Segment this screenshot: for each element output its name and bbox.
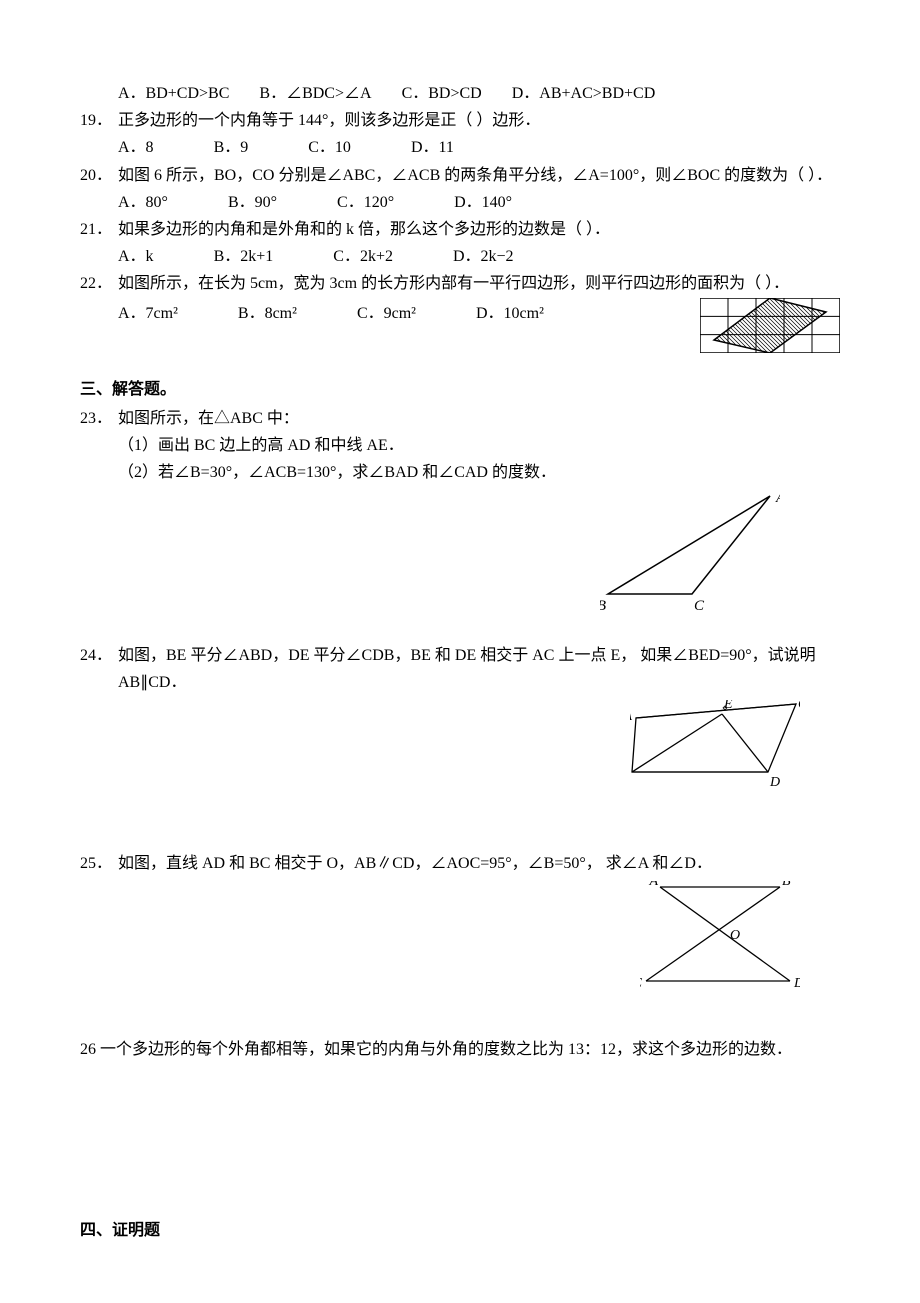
q25-figure: A B C D O bbox=[80, 881, 840, 996]
svg-text:B: B bbox=[782, 881, 791, 889]
q22: 22． 如图所示，在长为 5cm，宽为 3cm 的长方形内部有一平行四边形，则平… bbox=[80, 270, 840, 297]
q19: 19． 正多边形的一个内角等于 144°，则该多边形是正（ ）边形． bbox=[80, 107, 840, 134]
q21-options: A．k B．2k+1 C．2k+2 D．2k−2 bbox=[80, 243, 840, 270]
q20-opt-d: D．140° bbox=[454, 189, 512, 216]
q22-figure bbox=[700, 298, 840, 362]
q22-opt-b: B．8cm² bbox=[238, 300, 297, 327]
q20: 20． 如图 6 所示，BO，CO 分别是∠ABC，∠ACB 的两条角平分线，∠… bbox=[80, 162, 840, 189]
q24-text: 如图，BE 平分∠ABD，DE 平分∠CDB，BE 和 DE 相交于 AC 上一… bbox=[118, 642, 840, 696]
svg-text:B: B bbox=[600, 598, 606, 614]
q20-opt-b: B．90° bbox=[228, 189, 277, 216]
q20-num: 20． bbox=[80, 162, 118, 189]
q23-figure: A B C bbox=[80, 494, 840, 623]
q20-text: 如图 6 所示，BO，CO 分别是∠ABC，∠ACB 的两条角平分线，∠A=10… bbox=[118, 162, 840, 189]
q21-opt-c: C．2k+2 bbox=[333, 243, 393, 270]
q25-text: 如图，直线 AD 和 BC 相交于 O，AB∥CD，∠AOC=95°，∠B=50… bbox=[118, 850, 840, 877]
q22-opt-c: C．9cm² bbox=[357, 300, 416, 327]
q19-num: 19． bbox=[80, 107, 118, 134]
q21-opt-a: A．k bbox=[118, 243, 154, 270]
q20-opt-a: A．80° bbox=[118, 189, 168, 216]
svg-text:A: A bbox=[775, 494, 780, 506]
q22-opt-a: A．7cm² bbox=[118, 300, 178, 327]
svg-text:D: D bbox=[769, 775, 780, 790]
q19-text: 正多边形的一个内角等于 144°，则该多边形是正（ ）边形． bbox=[118, 107, 840, 134]
section-4-heading: 四、证明题 bbox=[80, 1217, 840, 1244]
svg-text:C: C bbox=[798, 700, 800, 712]
q18-opt-a: A．BD+CD>BC bbox=[118, 80, 229, 107]
svg-text:C: C bbox=[640, 976, 643, 991]
q25: 25． 如图，直线 AD 和 BC 相交于 O，AB∥CD，∠AOC=95°，∠… bbox=[80, 850, 840, 877]
q19-opt-c: C．10 bbox=[308, 134, 351, 161]
q26-num: 26 bbox=[80, 1041, 100, 1058]
svg-text:D: D bbox=[793, 976, 800, 991]
q19-opt-d: D．11 bbox=[411, 134, 454, 161]
q19-options: A．8 B．9 C．10 D．11 bbox=[80, 134, 840, 161]
q20-opt-c: C．120° bbox=[337, 189, 394, 216]
svg-text:O: O bbox=[730, 928, 740, 943]
q21-text: 如果多边形的内角和是外角和的 k 倍，那么这个多边形的边数是（ ）． bbox=[118, 216, 840, 243]
q20-options: A．80° B．90° C．120° D．140° bbox=[80, 189, 840, 216]
q19-opt-a: A．8 bbox=[118, 134, 154, 161]
q18-opt-d: D．AB+AC>BD+CD bbox=[512, 80, 656, 107]
q24: 24． 如图，BE 平分∠ABD，DE 平分∠CDB，BE 和 DE 相交于 A… bbox=[80, 642, 840, 696]
q25-num: 25． bbox=[80, 850, 118, 877]
q21-opt-b: B．2k+1 bbox=[214, 243, 274, 270]
q23-sub1: （1）画出 BC 边上的高 AD 和中线 AE． bbox=[80, 432, 840, 459]
q23-sub2: （2）若∠B=30°，∠ACB=130°，求∠BAD 和∠CAD 的度数． bbox=[80, 459, 840, 486]
q24-num: 24． bbox=[80, 642, 118, 669]
q24-figure: ⋄ABCDE bbox=[80, 700, 840, 790]
q23: 23． 如图所示，在△ABC 中： bbox=[80, 405, 840, 432]
q18-opt-c: C．BD>CD bbox=[402, 80, 482, 107]
q22-options: A．7cm² B．8cm² C．9cm² D．10cm² bbox=[80, 298, 692, 327]
q18-opt-b: B．∠BDC>∠A bbox=[259, 80, 371, 107]
q18-options: A．BD+CD>BC B．∠BDC>∠A C．BD>CD D．AB+AC>BD+… bbox=[80, 80, 840, 107]
q23-text: 如图所示，在△ABC 中： bbox=[118, 405, 840, 432]
q26: 26 一个多边形的每个外角都相等，如果它的内角与外角的度数之比为 13：12，求… bbox=[80, 1036, 840, 1063]
svg-text:A: A bbox=[630, 709, 632, 724]
svg-text:C: C bbox=[694, 598, 705, 614]
q22-num: 22． bbox=[80, 270, 118, 297]
q23-num: 23． bbox=[80, 405, 118, 432]
q19-opt-b: B．9 bbox=[214, 134, 249, 161]
q26-text: 一个多边形的每个外角都相等，如果它的内角与外角的度数之比为 13：12，求这个多… bbox=[100, 1041, 792, 1058]
q22-text: 如图所示，在长为 5cm，宽为 3cm 的长方形内部有一平行四边形，则平行四边形… bbox=[118, 270, 840, 297]
q21-opt-d: D．2k−2 bbox=[453, 243, 514, 270]
svg-text:E: E bbox=[723, 700, 733, 712]
svg-text:A: A bbox=[648, 881, 658, 889]
section-3-heading: 三、解答题。 bbox=[80, 376, 840, 403]
q21-num: 21． bbox=[80, 216, 118, 243]
q21: 21． 如果多边形的内角和是外角和的 k 倍，那么这个多边形的边数是（ ）． bbox=[80, 216, 840, 243]
q22-opt-d: D．10cm² bbox=[476, 300, 544, 327]
